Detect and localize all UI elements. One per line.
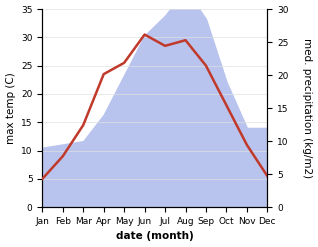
Y-axis label: max temp (C): max temp (C) bbox=[5, 72, 16, 144]
Y-axis label: med. precipitation (kg/m2): med. precipitation (kg/m2) bbox=[302, 38, 313, 178]
X-axis label: date (month): date (month) bbox=[116, 231, 194, 242]
